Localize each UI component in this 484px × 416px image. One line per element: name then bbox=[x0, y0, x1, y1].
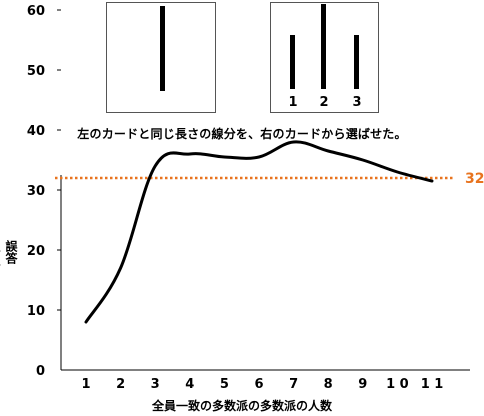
comparison-label-2: 2 bbox=[319, 95, 329, 110]
x-tick-label: 7 bbox=[289, 377, 298, 392]
comparison-line-3 bbox=[354, 35, 359, 89]
x-tick-label: 9 bbox=[358, 377, 367, 392]
axes bbox=[60, 175, 470, 371]
comparison-line-2 bbox=[321, 4, 326, 89]
y-tick-label: 30 bbox=[27, 184, 45, 199]
y-tick-label: 60 bbox=[27, 4, 45, 19]
experiment-caption: 左のカードと同じ長さの線分を、右のカードから選ばせた。 bbox=[77, 127, 407, 141]
comparison-lines-card: 1 2 3 bbox=[270, 2, 379, 113]
x-tick-label: 5 bbox=[220, 377, 229, 392]
y-tick-label: 10 bbox=[27, 304, 45, 319]
x-tick-label: 3 bbox=[151, 377, 160, 392]
y-ticks: 0 10 20 30 40 50 60 bbox=[27, 4, 61, 379]
y-tick-label: 0 bbox=[36, 364, 45, 379]
x-tick-label: 1 bbox=[81, 377, 90, 392]
x-tick-label: 2 bbox=[116, 377, 125, 392]
y-axis-label: 誤答（%） bbox=[0, 240, 18, 276]
error-rate-line bbox=[84, 140, 434, 324]
x-tick-label: 1 0 bbox=[386, 377, 409, 392]
reference-line-label: 32 bbox=[465, 171, 484, 187]
x-axis-label: 全員一致の多数派の多数派の人数 bbox=[151, 399, 332, 413]
comparison-label-1: 1 bbox=[288, 95, 298, 110]
x-tick-label: 8 bbox=[324, 377, 333, 392]
x-tick-label: 4 bbox=[185, 377, 194, 392]
y-tick-label: 20 bbox=[27, 244, 45, 259]
x-tick-label: 1 1 bbox=[421, 377, 444, 392]
y-tick-label: 50 bbox=[27, 64, 45, 79]
standard-line-card bbox=[106, 2, 216, 113]
y-tick-label: 40 bbox=[27, 124, 45, 139]
standard-line bbox=[160, 6, 165, 91]
x-ticks: 1 2 3 4 5 6 7 8 9 1 0 1 1 bbox=[81, 377, 443, 392]
series-group bbox=[84, 140, 434, 324]
reference-line-group: 32 bbox=[55, 171, 484, 187]
comparison-label-3: 3 bbox=[352, 95, 362, 110]
comparison-line-1 bbox=[290, 35, 295, 89]
x-tick-label: 6 bbox=[254, 377, 263, 392]
